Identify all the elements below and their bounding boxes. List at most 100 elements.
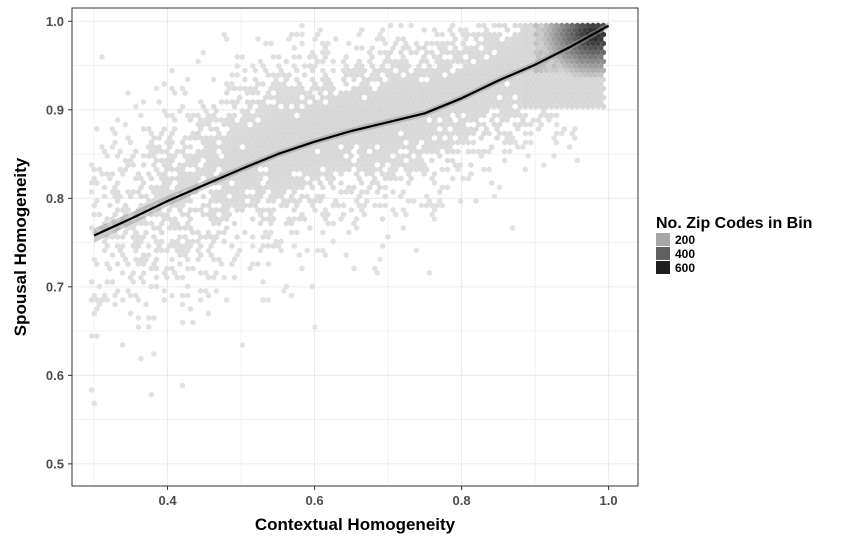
hexbin-cell bbox=[455, 112, 461, 119]
hexbin-cell bbox=[551, 63, 557, 69]
hexbin-cell bbox=[364, 99, 370, 105]
hexbin-cell bbox=[354, 72, 360, 78]
hexbin-cell bbox=[260, 135, 266, 141]
hexbin-cell bbox=[582, 45, 588, 51]
hexbin-cell bbox=[398, 121, 404, 128]
hexbin-cell bbox=[398, 67, 404, 74]
hexbin-cell bbox=[296, 54, 302, 60]
hexbin-cell bbox=[548, 103, 554, 110]
hexbin-cell bbox=[294, 85, 300, 92]
hexbin-cell bbox=[148, 391, 154, 398]
hexbin-cell bbox=[533, 76, 539, 83]
hexbin-cell bbox=[211, 211, 217, 218]
hexbin-cell bbox=[185, 175, 191, 182]
hexbin-cell bbox=[374, 189, 380, 195]
hexbin-cell bbox=[439, 166, 445, 173]
hexbin-cell bbox=[569, 22, 575, 29]
hexbin-cell bbox=[551, 72, 557, 78]
hexbin-cell bbox=[348, 135, 354, 141]
hexbin-cell bbox=[424, 40, 430, 47]
hexbin-cell bbox=[351, 139, 357, 146]
hexbin-cell bbox=[543, 85, 549, 92]
hexbin-cell bbox=[361, 148, 367, 155]
hexbin-cell bbox=[148, 184, 154, 191]
hexbin-cell bbox=[385, 144, 391, 150]
hexbin-cell bbox=[141, 270, 147, 276]
hexbin-cell bbox=[304, 112, 310, 119]
hexbin-cell bbox=[538, 94, 544, 101]
hexbin-cell bbox=[507, 85, 513, 92]
hexbin-cell bbox=[496, 121, 503, 128]
hexbin-cell bbox=[239, 108, 245, 114]
hexbin-cell bbox=[442, 63, 448, 69]
hexbin-cell bbox=[283, 139, 289, 146]
hexbin-cell bbox=[153, 265, 160, 272]
hexbin-cell bbox=[382, 157, 388, 164]
hexbin-cell bbox=[377, 112, 383, 119]
hexbin-cell bbox=[291, 45, 297, 51]
hexbin-cell bbox=[151, 225, 157, 231]
hexbin-cell bbox=[431, 72, 438, 78]
hexbin-cell bbox=[260, 81, 266, 87]
hexbin-cell bbox=[507, 49, 513, 56]
hexbin-cell bbox=[387, 139, 393, 146]
hexbin-cell bbox=[138, 274, 144, 281]
hexbin-cell bbox=[234, 99, 240, 105]
hexbin-cell bbox=[465, 76, 471, 83]
hexbin-cell bbox=[452, 54, 458, 60]
hexbin-cell bbox=[156, 144, 162, 150]
hexbin-cell bbox=[465, 85, 471, 92]
hexbin-cell bbox=[387, 103, 393, 110]
hexbin-cell bbox=[554, 22, 560, 29]
hexbin-cell bbox=[138, 202, 144, 209]
hexbin-cell bbox=[444, 85, 451, 92]
hexbin-cell bbox=[239, 180, 245, 186]
hexbin-cell bbox=[270, 54, 277, 60]
hexbin-cell bbox=[509, 81, 516, 87]
hexbin-cell bbox=[398, 94, 404, 101]
hexbin-cell bbox=[577, 27, 583, 33]
hexbin-cell bbox=[457, 54, 464, 60]
hexbin-cell bbox=[198, 171, 204, 177]
hexbin-cell bbox=[208, 126, 214, 132]
hexbin-cell bbox=[413, 76, 419, 83]
hexbin-cell bbox=[481, 76, 487, 83]
hexbin-cell bbox=[580, 94, 586, 101]
hexbin-cell bbox=[374, 153, 380, 159]
hexbin-cell bbox=[554, 121, 560, 128]
hexbin-cell bbox=[102, 238, 108, 245]
hexbin-cell bbox=[450, 22, 456, 29]
hexbin-cell bbox=[278, 67, 284, 74]
hexbin-cell bbox=[447, 27, 453, 33]
hexbin-cell bbox=[372, 112, 378, 119]
hexbin-cell bbox=[372, 67, 378, 74]
hexbin-cell bbox=[572, 63, 578, 69]
hexbin-cell bbox=[369, 180, 375, 186]
hexbin-cell bbox=[411, 99, 417, 105]
hexbin-cell bbox=[585, 85, 591, 92]
hexbin-cell bbox=[330, 157, 336, 164]
hexbin-cell bbox=[278, 193, 284, 200]
hexbin-cell bbox=[252, 175, 258, 182]
hexbin-cell bbox=[403, 166, 409, 173]
hexbin-cell bbox=[255, 135, 261, 141]
hexbin-cell bbox=[250, 171, 256, 177]
hexbin-cell bbox=[351, 103, 357, 110]
hexbin-cell bbox=[234, 63, 240, 69]
hexbin-cell bbox=[307, 162, 313, 168]
hexbin-cell bbox=[504, 99, 510, 105]
hexbin-cell bbox=[242, 76, 248, 83]
hexbin-cell bbox=[452, 108, 458, 114]
hexbin-cell bbox=[109, 126, 115, 132]
hexbin-cell bbox=[138, 220, 144, 227]
hexbin-cell bbox=[268, 139, 274, 146]
hexbin-cell bbox=[393, 85, 399, 92]
hexbin-cell bbox=[483, 126, 490, 132]
hexbin-cell bbox=[512, 85, 518, 92]
hexbin-cell bbox=[439, 58, 445, 65]
hexbin-cell bbox=[320, 94, 326, 101]
hexbin-cell bbox=[224, 180, 230, 186]
hexbin-cell bbox=[406, 198, 412, 204]
hexbin-cell bbox=[444, 112, 451, 119]
hexbin-cell bbox=[205, 166, 212, 173]
